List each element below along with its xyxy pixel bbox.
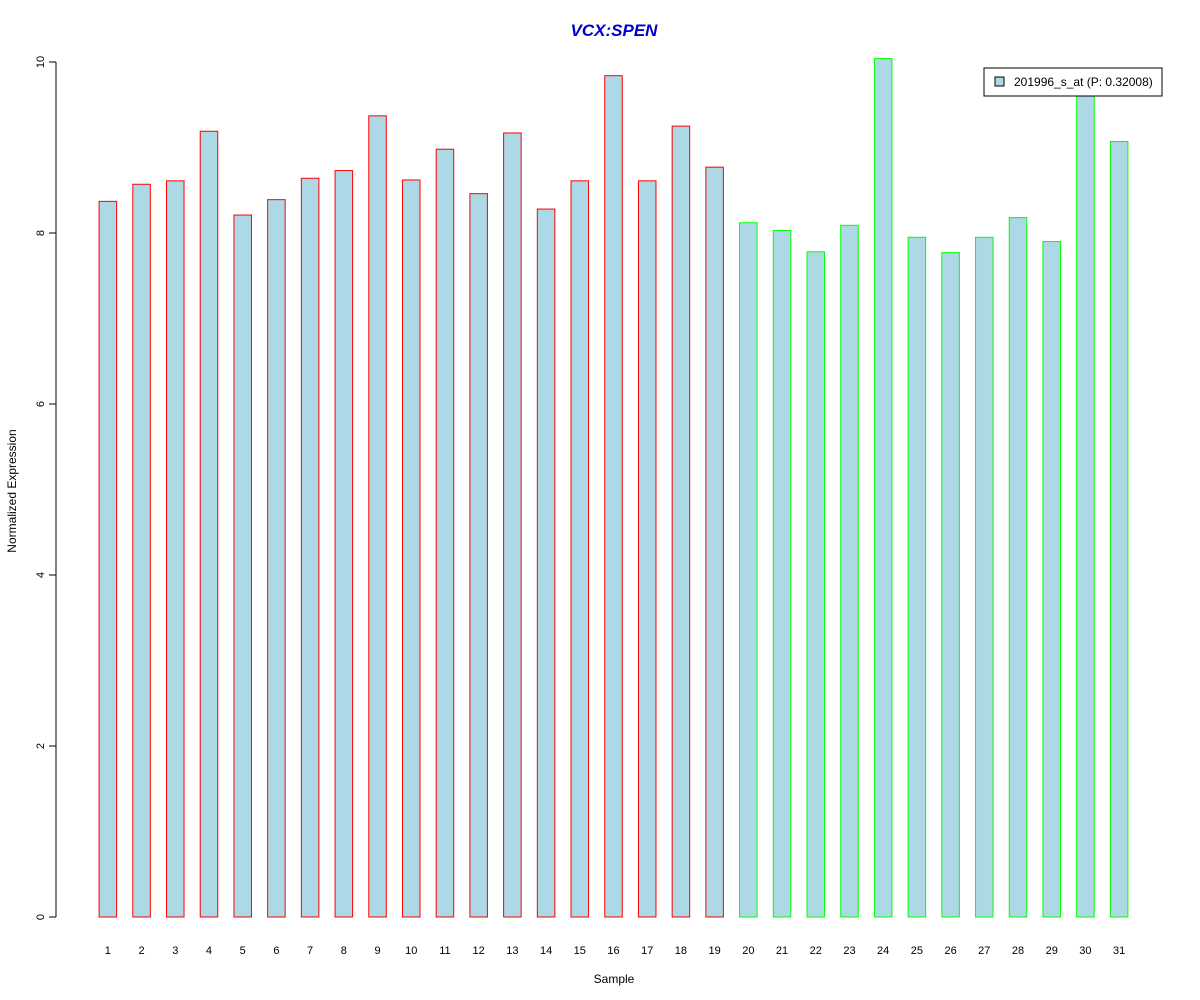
bar [233,214,252,918]
bar [705,166,724,918]
x-tick-label: 18 [675,945,687,957]
bar [300,177,320,918]
x-tick-label: 3 [172,945,178,957]
legend-box [983,67,1163,97]
bar [570,180,590,918]
bar [873,58,893,918]
x-tick-label: 15 [574,945,586,957]
bar [536,208,556,918]
x-tick-label: 1 [105,945,111,957]
x-tick-label: 26 [944,945,956,957]
bar [806,251,826,918]
x-tick-label: 11 [439,945,450,957]
x-tick-label: 9 [374,945,380,957]
y-tick-label: 4 [35,572,47,578]
x-tick-label: 21 [776,945,788,957]
bar [199,130,219,918]
bar [503,132,522,918]
x-tick-labels: 1 2 3 4 5 6 7 8 9 10 11 12 13 14 15 16 17 18 19 20 21 22 23 24 2… [105,945,1125,957]
bar [98,200,118,918]
x-tick-label: 5 [240,945,246,957]
x-tick-label: 30 [1079,945,1091,957]
bar [469,193,488,918]
bar [671,125,691,918]
bar [941,252,960,918]
x-tick-label: 16 [607,945,619,957]
bar [401,179,421,918]
legend: 201996_s_at (P: 0.32008) [983,67,1163,97]
x-tick-label: 19 [709,945,721,957]
x-tick-label: 8 [341,945,347,957]
bar [435,148,455,918]
y-axis-label: Normalized Expression [5,429,19,552]
y-tick-label: 8 [35,230,47,236]
bar [1042,241,1061,918]
legend-swatch [994,76,1005,87]
x-tick-label: 10 [405,945,417,957]
x-tick-label: 6 [273,945,279,957]
y-tick-label: 2 [35,743,47,749]
x-tick-label: 24 [877,945,889,957]
bar [840,224,859,918]
x-tick-label: 13 [506,945,518,957]
bar [907,236,927,918]
bar [132,183,151,918]
x-tick-label: 31 [1113,945,1125,957]
bar [1076,85,1095,918]
bar [637,180,657,918]
bar [739,222,758,918]
x-tick-label: 28 [1012,945,1024,957]
x-tick-label: 14 [540,945,552,957]
bar [1109,141,1129,918]
bar [334,170,354,918]
x-tick-label: 7 [307,945,313,957]
x-tick-label: 25 [911,945,923,957]
x-tick-label: 23 [843,945,855,957]
x-tick-label: 20 [742,945,754,957]
bar [1008,217,1028,918]
bar [166,180,185,918]
x-tick-label: 17 [641,945,653,957]
y-tick-label: 0 [35,914,47,920]
x-tick-label: 12 [473,945,485,957]
bar [267,199,286,918]
x-axis-label: Sample [594,972,635,986]
y-axis: 0 2 4 6 8 10 [35,56,57,920]
x-tick-label: 4 [206,945,212,957]
bars-group [98,58,1129,918]
x-tick-label: 27 [978,945,990,957]
y-tick-label: 10 [35,56,47,68]
y-tick-label: 6 [35,401,47,407]
bar [975,236,994,918]
legend-label: 201996_s_at (P: 0.32008) [1014,75,1153,89]
x-tick-label: 22 [810,945,822,957]
bar [772,229,792,918]
bar [604,75,623,918]
x-tick-label: 2 [139,945,145,957]
x-tick-label: 29 [1046,945,1058,957]
bar [368,115,387,918]
chart-title: VCX:SPEN [571,21,659,40]
